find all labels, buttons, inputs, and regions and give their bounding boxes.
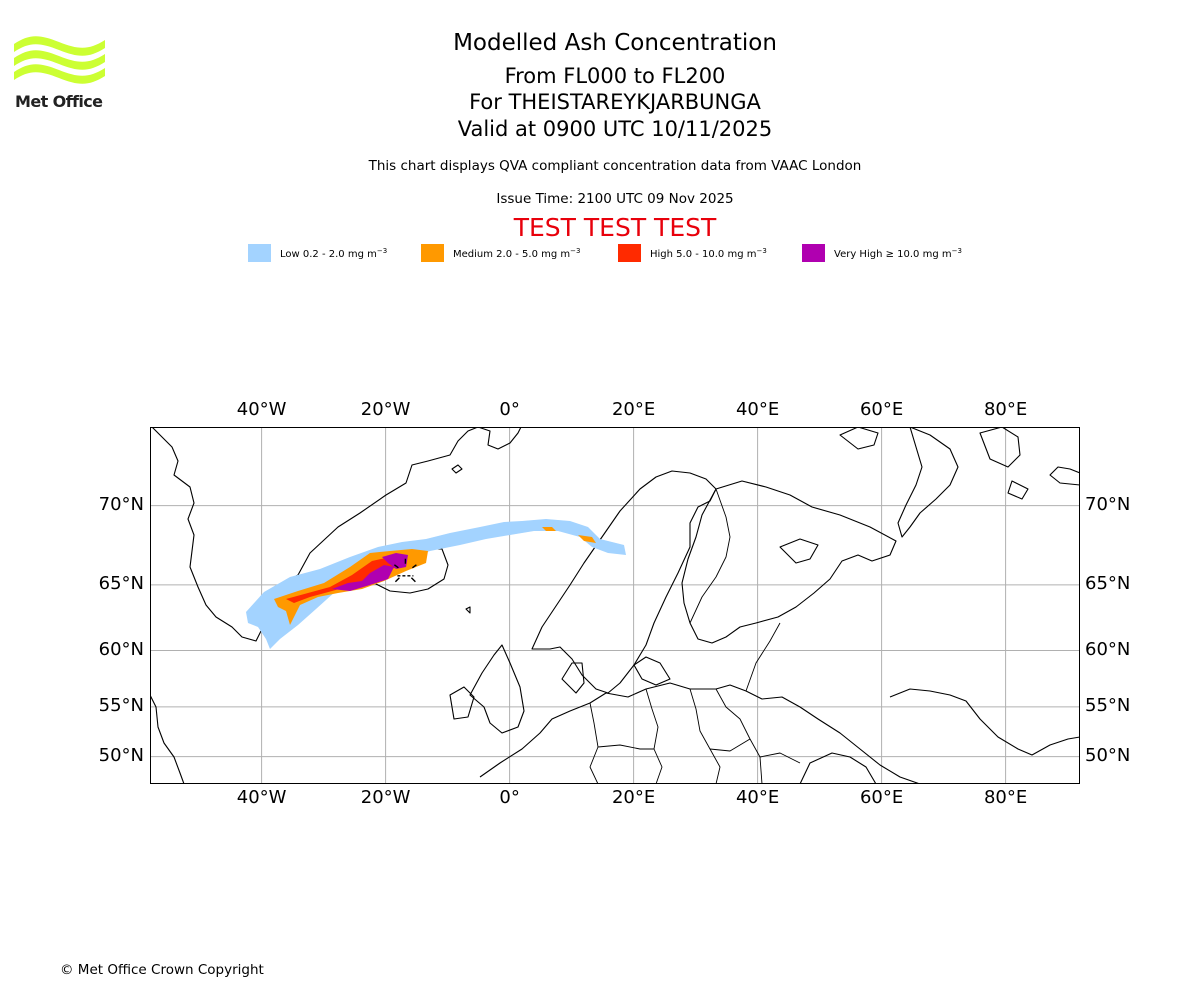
legend-swatch-low [248,244,271,262]
lon-tick-label-bottom: 80°E [983,787,1028,808]
valid-time: Valid at 0900 UTC 10/11/2025 [457,117,773,141]
lon-tick-label-top: 20°E [611,399,656,420]
volcano-name: For THEISTAREYKJARBUNGA [469,90,761,114]
ash-medium-east2 [578,535,596,543]
lon-tick-label-bottom: 0° [499,787,520,808]
chart-description: This chart displays QVA compliant concen… [368,158,862,174]
lon-tick-label-bottom: 40°W [236,787,287,808]
legend-label-high: High 5.0 - 10.0 mg m [650,249,757,260]
lat-tick-label-left: 70°N [98,493,144,515]
map-frame [150,427,1080,784]
chart-title: Modelled Ash Concentration [453,30,777,56]
lon-tick-label-bottom: 20°E [611,787,656,808]
lon-tick-label-bottom: 60°E [859,787,904,808]
lat-tick-label-right: 55°N [1085,694,1131,716]
lat-tick-label-left: 55°N [98,694,144,716]
ash-high [286,557,404,603]
flight-level-range: From FL000 to FL200 [504,64,726,88]
lon-tick-label-top: 80°E [983,399,1028,420]
legend-label-medium: Medium 2.0 - 5.0 mg m [453,249,571,260]
map-gridlines [150,427,1080,784]
lon-tick-label-top: 40°E [735,399,780,420]
lat-tick-label-left: 50°N [98,744,144,766]
test-banner: TEST TEST TEST [513,213,717,242]
lon-tick-label-top: 40°W [236,399,287,420]
lon-tick-label-top: 60°E [859,399,904,420]
copyright-notice: © Met Office Crown Copyright [60,962,264,978]
ash-medium-east [542,527,556,531]
legend-swatch-medium [421,244,444,262]
ash-very-high [332,565,394,591]
issue-time: Issue Time: 2100 UTC 09 Nov 2025 [496,191,734,207]
logo-text: Met Office [15,92,103,111]
lat-tick-label-left: 65°N [98,572,144,594]
lat-tick-label-right: 60°N [1085,638,1131,660]
legend-label-very-high: Very High ≥ 10.0 mg m [834,249,952,260]
legend-swatch-high [618,244,641,262]
lat-tick-label-right: 70°N [1085,493,1131,515]
lat-tick-label-right: 65°N [1085,572,1131,594]
ash-map [150,427,1080,784]
lat-tick-label-right: 50°N [1085,744,1131,766]
ash-plume [246,519,626,649]
lon-tick-label-bottom: 40°E [735,787,780,808]
lon-tick-label-top: 20°W [360,399,411,420]
lon-tick-label-top: 0° [499,399,520,420]
lon-tick-label-bottom: 20°W [360,787,411,808]
legend-swatch-very-high [802,244,825,262]
met-office-logo [14,36,105,84]
volcano-marker [393,558,417,583]
lat-tick-label-left: 60°N [98,638,144,660]
legend-label-low: Low 0.2 - 2.0 mg m [280,249,377,260]
ash-very-high-source [382,553,408,569]
